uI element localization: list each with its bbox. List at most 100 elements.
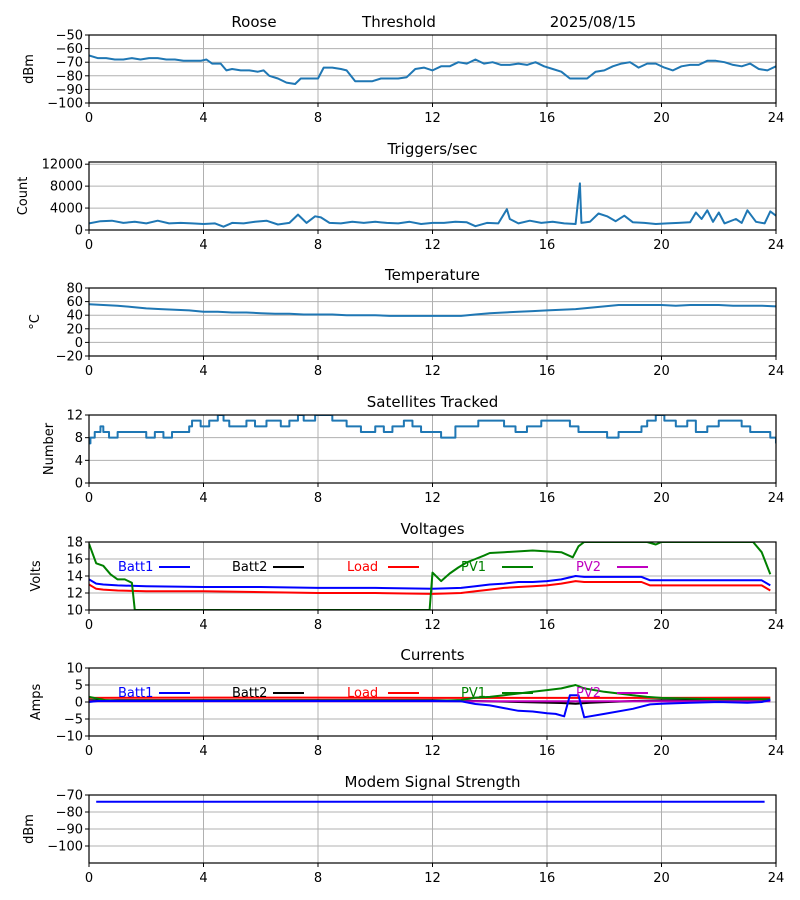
- y-tick-label: −20: [56, 350, 83, 365]
- x-tick-label: 12: [424, 364, 441, 379]
- x-tick-label: 20: [653, 491, 670, 506]
- legend-label-load: Load: [347, 560, 378, 575]
- x-tick-label: 0: [85, 238, 93, 253]
- y-axis-label: Amps: [29, 683, 44, 720]
- x-tick-label: 4: [199, 238, 207, 253]
- axes-frame: [88, 414, 777, 484]
- x-tick-label: 8: [314, 618, 322, 633]
- y-tick-label: −60: [56, 42, 83, 57]
- header-date: 2025/08/15: [550, 13, 636, 31]
- series-line-pv1: [89, 542, 772, 610]
- x-tick-label: 24: [768, 618, 785, 633]
- x-tick-label: 0: [85, 364, 93, 379]
- y-tick-label: 16: [66, 553, 83, 568]
- y-tick-label: 0: [75, 224, 83, 239]
- x-tick-label: 12: [424, 618, 441, 633]
- axes-frame: [88, 794, 777, 864]
- y-tick-label: −10: [56, 730, 83, 745]
- x-tick-label: 16: [539, 618, 556, 633]
- y-tick-label: 14: [66, 570, 83, 585]
- x-tick-label: 16: [539, 111, 556, 126]
- header-mode: Threshold: [361, 13, 436, 31]
- axes-frame: [88, 541, 777, 611]
- x-tick-label: 20: [653, 111, 670, 126]
- y-tick-label: −90: [56, 823, 83, 838]
- y-tick-label: −80: [56, 806, 83, 821]
- y-tick-label: 60: [66, 295, 83, 310]
- y-axis-label: dBm: [22, 54, 37, 84]
- x-tick-label: 8: [314, 238, 322, 253]
- legend-label-load: Load: [347, 686, 378, 701]
- x-tick-label: 24: [768, 744, 785, 759]
- legend-label-pv1: PV1: [461, 560, 486, 575]
- y-axis-label: Number: [42, 422, 57, 475]
- legend-label-batt1: Batt1: [118, 686, 153, 701]
- x-tick-label: 20: [653, 618, 670, 633]
- x-tick-label: 0: [85, 871, 93, 886]
- panel-satellites: 0 4 8 12 16 20 24 0 4 8 12 Satellites Tracked Number: [42, 393, 784, 506]
- series-group: [89, 54, 776, 85]
- y-axis-label: Volts: [29, 560, 44, 592]
- x-tick-label: 0: [85, 618, 93, 633]
- y-tick-label: 4000: [50, 202, 83, 217]
- y-tick-label: 8000: [50, 180, 83, 195]
- x-tick-label: 4: [199, 871, 207, 886]
- x-tick-label: 16: [539, 871, 556, 886]
- x-tick-label: 12: [424, 744, 441, 759]
- y-tick-label: 0: [75, 336, 83, 351]
- series-group: [89, 182, 776, 228]
- y-tick-label: 4: [75, 454, 83, 469]
- series-group: [89, 542, 772, 610]
- y-axis-label: °C: [28, 314, 43, 330]
- axes-frame: [88, 287, 777, 357]
- y-tick-label: −70: [56, 56, 83, 71]
- y-tick-label: 10: [66, 604, 83, 619]
- y-tick-label: 8: [75, 431, 83, 446]
- x-tick-label: 16: [539, 238, 556, 253]
- series-line-load: [89, 580, 771, 595]
- x-tick-label: 16: [539, 491, 556, 506]
- series-line-signal: [89, 54, 776, 85]
- x-tick-label: 8: [314, 364, 322, 379]
- y-axis-label: dBm: [22, 814, 37, 844]
- y-tick-label: 0: [75, 477, 83, 492]
- panel-title: Satellites Tracked: [367, 393, 498, 411]
- x-tick-label: 4: [199, 491, 207, 506]
- y-tick-label: 12: [66, 409, 83, 424]
- y-tick-label: 10: [66, 662, 83, 677]
- series-group: [89, 415, 776, 445]
- x-tick-label: 16: [539, 364, 556, 379]
- y-tick-label: 12: [66, 587, 83, 602]
- x-tick-label: 8: [314, 744, 322, 759]
- y-tick-label: −100: [47, 840, 83, 855]
- x-tick-label: 4: [199, 744, 207, 759]
- y-tick-label: −50: [56, 29, 83, 44]
- series-line-batt1: [89, 575, 771, 590]
- y-tick-label: 12000: [42, 158, 83, 173]
- y-tick-label: 5: [75, 679, 83, 694]
- y-tick-label: −5: [64, 713, 83, 728]
- x-tick-label: 8: [314, 871, 322, 886]
- x-tick-label: 12: [424, 111, 441, 126]
- panel-currents: 0 4 8 12 16 20 24 −10 −5 0 5 10 Currents Amps Batt1 Bat…: [29, 646, 784, 759]
- series-line-satellites: [89, 415, 776, 445]
- panel-triggers: 0 4 8 12 16 20 24 0 4000 8000 12000 Triggers/sec Cou…: [16, 140, 784, 253]
- x-tick-label: 0: [85, 111, 93, 126]
- y-tick-label: 0: [75, 696, 83, 711]
- header-station: Roose: [231, 13, 276, 31]
- x-tick-label: 20: [653, 871, 670, 886]
- series-line-batt1: [89, 694, 771, 719]
- panel-title: Triggers/sec: [387, 140, 478, 158]
- axes-frame: [88, 161, 777, 231]
- panel-title: Currents: [400, 646, 464, 664]
- x-tick-label: 24: [768, 871, 785, 886]
- x-tick-label: 24: [768, 238, 785, 253]
- panel-modem: 0 4 8 12 16 20 24 −100 −90 −80 −70 Modem Signal Str…: [22, 773, 784, 886]
- x-tick-label: 4: [199, 618, 207, 633]
- panel-signal: 0 4 8 12 16 20 24 −100−90−80−70−60−50 dBm: [22, 29, 784, 127]
- panel-title: Voltages: [400, 520, 464, 538]
- y-tick-label: −70: [56, 789, 83, 804]
- x-tick-label: 12: [424, 491, 441, 506]
